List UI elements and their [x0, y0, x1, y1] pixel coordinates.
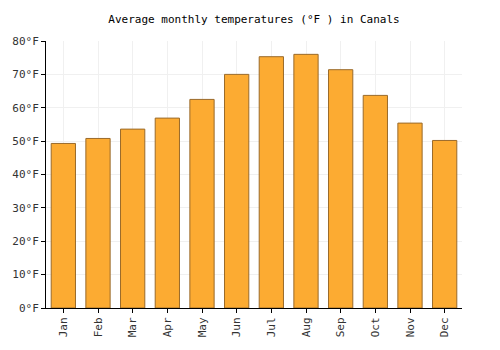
svg-text:Jan: Jan — [57, 317, 70, 337]
svg-text:70°F: 70°F — [12, 68, 39, 81]
svg-text:Jun: Jun — [230, 317, 243, 337]
svg-text:Dec: Dec — [438, 317, 451, 337]
svg-text:May: May — [196, 317, 209, 337]
svg-text:0°F: 0°F — [19, 302, 39, 315]
svg-text:Oct: Oct — [369, 317, 382, 337]
svg-text:40°F: 40°F — [12, 168, 39, 181]
svg-text:Aug: Aug — [300, 317, 313, 337]
svg-text:Nov: Nov — [404, 317, 417, 337]
svg-text:Sep: Sep — [334, 317, 347, 337]
svg-text:10°F: 10°F — [12, 268, 39, 281]
svg-text:60°F: 60°F — [12, 102, 39, 115]
svg-text:20°F: 20°F — [12, 235, 39, 248]
svg-text:Feb: Feb — [92, 317, 105, 337]
svg-text:Apr: Apr — [161, 317, 174, 337]
svg-text:80°F: 80°F — [12, 35, 39, 48]
svg-text:Average monthly temperatures (: Average monthly temperatures (°F ) in Ca… — [108, 13, 399, 26]
svg-text:50°F: 50°F — [12, 135, 39, 148]
svg-text:Mar: Mar — [126, 317, 139, 337]
svg-text:Jul: Jul — [265, 317, 278, 337]
svg-text:30°F: 30°F — [12, 202, 39, 215]
